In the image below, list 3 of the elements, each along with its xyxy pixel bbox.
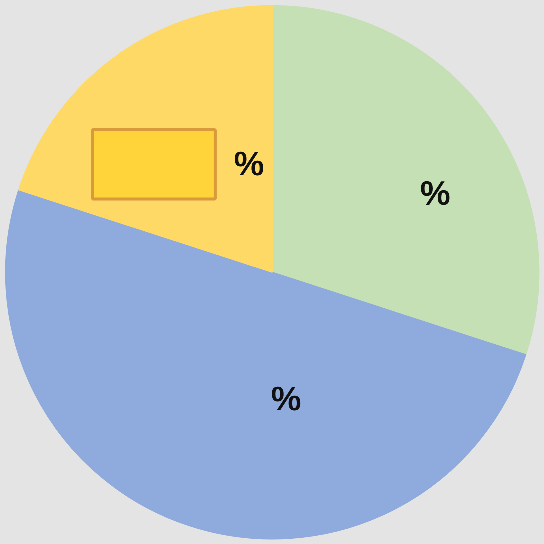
data-label: % xyxy=(234,146,264,184)
data-label: % xyxy=(420,175,451,214)
data-label: % xyxy=(271,380,302,418)
